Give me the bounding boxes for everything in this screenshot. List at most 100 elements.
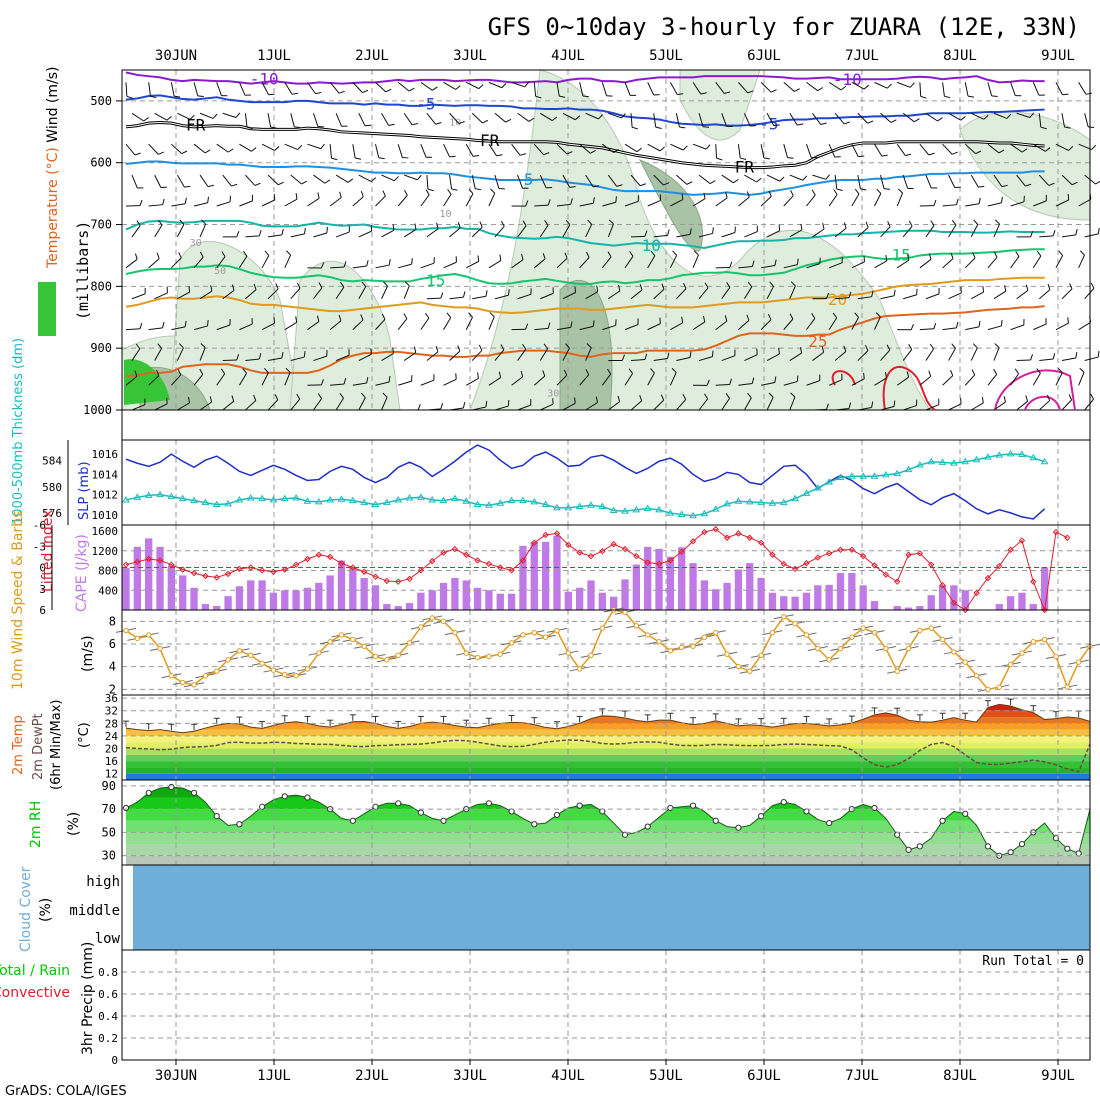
cape-bar [655,548,663,610]
thickness-marker [950,459,958,466]
wind-barb-staff [602,324,616,331]
li-marker [587,552,595,560]
wind-barb-staff [471,174,476,189]
wind-barb-staff [329,82,340,94]
wind-barb-staff [176,347,184,361]
wind-barb-staff [466,260,479,269]
wind-speed-marker [576,666,583,672]
wind-barb-flag [1075,228,1078,235]
thickness-marker [723,499,731,507]
wind-speed-marker [1064,684,1071,690]
cloud-level-label: low [95,931,121,947]
wind-speed-marker [508,640,515,646]
wind-barb-flag [811,313,816,319]
cape-bar [644,546,652,610]
wind-barb-staff [556,374,568,386]
wind-barb-staff [268,234,283,238]
wind-barb-staff [766,174,780,182]
wind-barb-flag [1014,368,1019,375]
wind-barb-flag [972,252,976,259]
thickness-marker [201,498,210,506]
wind-barb-flag [411,122,419,126]
cape-bar [213,606,221,610]
wind-barb-staff [533,258,546,269]
wind-barb-flag [542,253,546,260]
wind-barb-staff [199,112,214,119]
wind-barb-staff [902,112,915,123]
wind-barb-flag [998,149,1005,154]
wind-barb-flag [796,258,799,265]
wind-barb-staff [131,293,146,300]
wind-barb-staff [1016,112,1031,118]
wind-barb-flag [655,126,662,129]
wind-speed-marker [973,673,980,679]
wind-barb-flag [920,95,927,99]
wind-barb-flag [833,189,838,195]
wind-speed-marker [894,668,900,674]
cape-bar [519,545,527,610]
wind-barb-staff [193,325,208,331]
wind-barb-staff [806,263,820,269]
wind-barb-staff [375,264,390,269]
wind-speed-marker [837,645,844,652]
wind-barb-flag [1088,126,1095,129]
wind-barb-flag [679,126,686,129]
wind-barb-flag [126,95,133,99]
wind-barb-staff [653,358,668,362]
li-marker [1018,537,1026,544]
wind-barb-staff [449,112,460,124]
wind-barb-staff [1038,174,1050,186]
wind-barb-flag [865,221,869,228]
wind-barb-flag [365,124,372,127]
wind-barb-flag [1085,92,1092,95]
wind-barb-staff [517,112,530,122]
li-marker [621,545,629,553]
thickness-marker [122,495,130,503]
thickness-marker [394,495,403,503]
wind-barb-staff [783,318,794,330]
wind-barb-staff [539,224,549,238]
wind-barb-staff [766,230,780,238]
wind-barb-staff [942,327,957,331]
wind-barb-flag [496,154,503,157]
rh-marker [576,802,583,809]
wind-barb-staff [284,82,293,95]
wind-barb-flag [822,223,825,230]
contour-label: 10 [642,236,661,255]
wind-barb-flag [543,343,549,349]
wind-barb-staff [670,143,684,151]
thickness-tick-label: 576 [42,507,62,520]
cape-bar [553,535,561,610]
wind-barb-flag [361,281,367,287]
wind-barb-flag [887,221,891,227]
wind-speed-marker [781,614,787,620]
wind-barb-flag [747,90,754,94]
wind-barb-flag [993,251,998,258]
rh-marker [712,817,719,824]
wind-barb-flag [295,193,298,200]
wind-barb-flag [559,95,566,98]
wind-barb-flag [747,281,753,288]
isotherm-35 [994,369,1076,411]
cape-tick-label: 1200 [92,545,119,558]
wind-barb-flag [639,284,643,291]
wind-barb-flag [681,316,684,323]
wind-speed-marker [145,632,152,638]
wind-barb-flag [774,259,777,266]
wind-speed-marker [542,634,549,640]
wind-barb-staff [290,398,301,411]
date-label-top: 5JUL [649,48,683,64]
wind-barb-staff [199,174,209,187]
wind-barbs [125,81,1100,411]
date-label-bottom: 5JUL [649,1068,683,1084]
wind-barb-staff [517,293,532,300]
wind-barb-flag [681,193,684,200]
wind-barb-flag [417,404,421,411]
li-marker [531,539,538,546]
contour-label: FR [735,158,755,177]
wind-barb-flag [498,371,502,378]
wind-barb-flag [166,116,172,121]
cape-bar [133,546,141,610]
li-marker [667,557,674,564]
wind-barb-flag [725,393,730,399]
